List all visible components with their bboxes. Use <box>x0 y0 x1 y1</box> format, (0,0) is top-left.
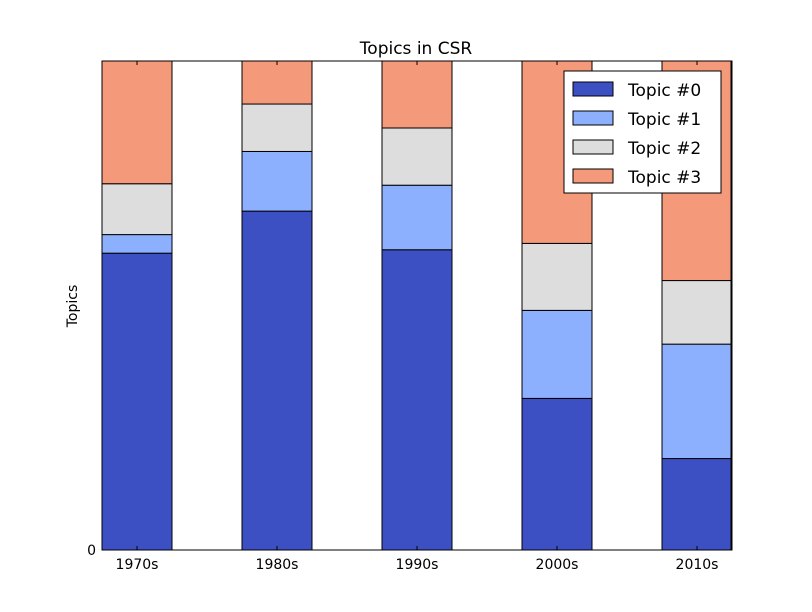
legend-label: Topic #1 <box>627 110 701 130</box>
bar-1970s-topic-2 <box>101 183 173 236</box>
bar-1970s-topic-1 <box>101 234 173 254</box>
x-tick-label: 2010s <box>676 557 719 573</box>
y-tick-label: 0 <box>87 543 96 559</box>
bar-1990s-topic-3 <box>381 60 453 129</box>
x-tick-label: 1990s <box>396 557 439 573</box>
bar-1980s-topic-0 <box>241 210 313 551</box>
ticks-group: 1970s 1980s 1990s 2000s 2010s 0 <box>87 61 718 573</box>
x-tick-label: 1980s <box>256 557 299 573</box>
bar-2000s-topic-2 <box>521 242 593 311</box>
bar-1980s-topic-2 <box>241 103 313 152</box>
x-tick-label: 1970s <box>116 557 159 573</box>
legend-label: Topic #2 <box>627 139 701 159</box>
bar-2010s-topic-0 <box>661 458 733 551</box>
legend-swatch <box>572 81 614 97</box>
bar-1980s-topic-3 <box>241 60 313 105</box>
y-axis-label: Topics <box>65 285 81 329</box>
plot-frame <box>101 60 732 551</box>
legend-label: Topic #3 <box>627 168 701 188</box>
bar-2000s-topic-1 <box>521 309 593 399</box>
bar-1980s-topic-1 <box>241 150 313 212</box>
bar-2010s-topic-2 <box>661 280 733 345</box>
bar-1970s-topic-0 <box>101 252 173 551</box>
bar-2000s-topic-0 <box>521 397 593 551</box>
bar-2010s-topic-1 <box>661 343 733 460</box>
x-tick-label: 2000s <box>536 557 579 573</box>
legend-label: Topic #0 <box>627 81 701 101</box>
chart-title: Topics in CSR <box>359 39 473 59</box>
bar-1990s-topic-0 <box>381 249 453 551</box>
legend-swatch <box>572 110 614 126</box>
legend-swatch <box>572 168 614 184</box>
bar-1990s-topic-2 <box>381 127 453 186</box>
bar-1970s-topic-3 <box>101 60 173 185</box>
legend-swatch <box>572 139 614 155</box>
legend: Topic #0 Topic #1 Topic #2 Topic #3 <box>563 70 722 194</box>
bar-1990s-topic-1 <box>381 184 453 251</box>
